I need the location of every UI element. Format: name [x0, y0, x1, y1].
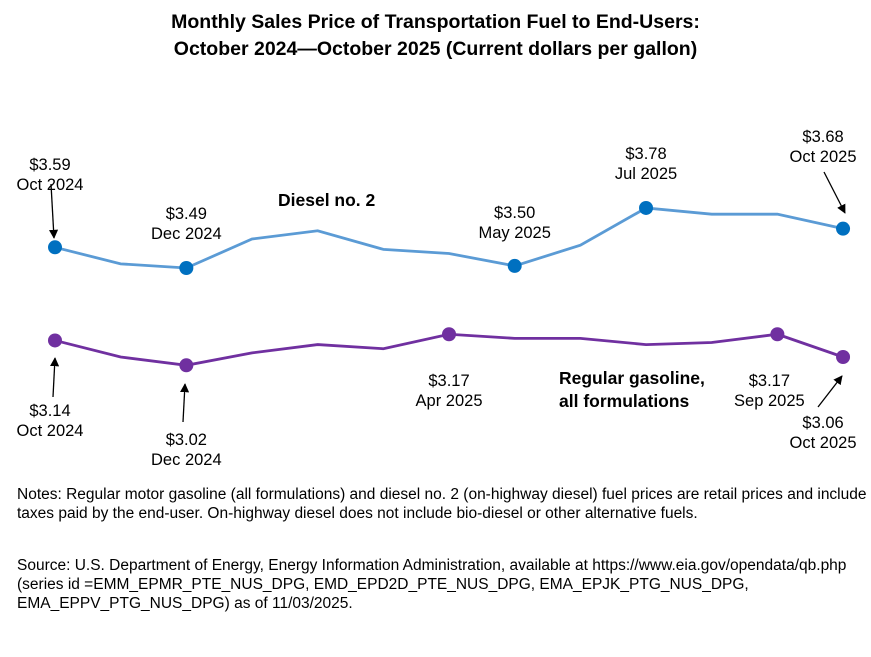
annotation-date: Oct 2024: [17, 176, 84, 194]
annotation-date: Oct 2024: [17, 422, 84, 440]
annotation-date: Sep 2025: [734, 392, 805, 410]
data-point-marker: [179, 358, 194, 373]
annotation-value: $3.02: [166, 431, 207, 449]
annotation-date: Dec 2024: [151, 451, 222, 469]
annotation-arrow: [49, 183, 59, 239]
annotation-arrow: [817, 375, 843, 408]
chart-source: Source: U.S. Department of Energy, Energ…: [17, 557, 847, 612]
series-label-gasoline-line2: all formulations: [559, 391, 690, 411]
annotation-arrow: [50, 357, 60, 398]
annotation-value: $3.78: [625, 145, 666, 163]
data-point-marker: [507, 258, 522, 273]
annotation-value: $3.14: [29, 402, 70, 420]
chart-notes: Notes: Regular motor gasoline (all formu…: [17, 486, 867, 522]
annotation-value: $3.59: [29, 156, 70, 174]
annotation-date: Apr 2025: [416, 392, 483, 410]
annotation-value: $3.17: [428, 372, 469, 390]
annotation-date: Jul 2025: [615, 165, 677, 183]
data-point-marker: [48, 333, 62, 348]
data-point-marker: [48, 240, 62, 255]
chart-title: Monthly Sales Price of Transportation Fu…: [0, 9, 871, 63]
series-label-diesel: Diesel no. 2: [278, 190, 376, 210]
chart-title-line2: October 2024—October 2025 (Current dolla…: [173, 38, 698, 60]
annotation-value: $3.06: [802, 414, 843, 432]
annotation-date: Dec 2024: [151, 225, 222, 243]
line-chart: Diesel no. 2 Regular gasoline, all formu…: [17, 128, 857, 469]
data-point-marker: [836, 221, 851, 236]
data-point-marker: [836, 350, 851, 365]
annotation-arrow: [823, 171, 846, 214]
series-label-gasoline-line1: Regular gasoline,: [559, 368, 705, 388]
annotation-date: Oct 2025: [790, 434, 857, 452]
data-point-marker: [770, 327, 785, 342]
chart-title-line1: Monthly Sales Price of Transportation Fu…: [171, 11, 700, 33]
annotation-date: Oct 2025: [790, 148, 857, 166]
data-point-marker: [639, 200, 654, 215]
annotation-value: $3.49: [166, 205, 207, 223]
data-point-marker: [179, 261, 194, 275]
annotation-value: $3.68: [802, 128, 843, 146]
data-point-marker: [442, 327, 457, 342]
annotation-date: May 2025: [478, 224, 550, 242]
annotation-value: $3.50: [494, 204, 535, 222]
annotation-arrow: [180, 383, 190, 423]
annotation-value: $3.17: [749, 372, 790, 390]
